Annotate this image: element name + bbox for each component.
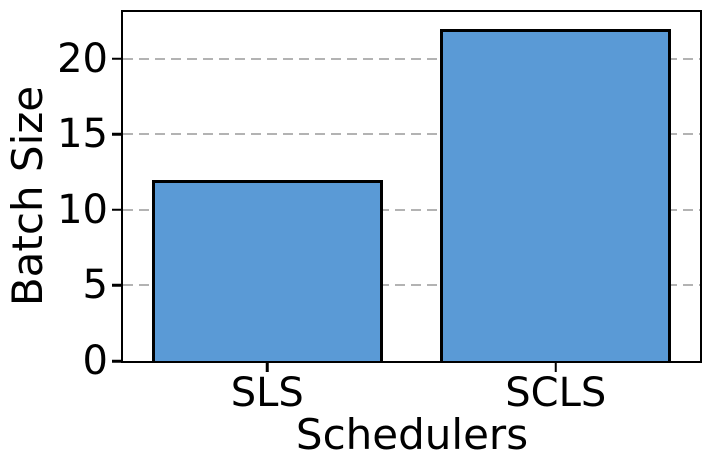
x-axis-label: Schedulers <box>295 410 529 459</box>
y-tick-label-10: 10 <box>57 186 108 233</box>
y-tick-label-0: 0 <box>82 338 108 384</box>
bar-sls <box>151 179 383 361</box>
x-tick-label-sls: SLS <box>230 370 304 416</box>
y-tick-mark-5 <box>112 284 121 287</box>
x-tick-label-scls: SCLS <box>505 370 607 416</box>
y-tick-mark-10 <box>112 208 121 212</box>
bar-scls <box>440 28 672 361</box>
y-tick-label-20: 20 <box>57 35 108 82</box>
y-tick-label-5: 5 <box>82 262 108 309</box>
x-tick-mark-scls <box>554 363 557 372</box>
gridline-y-5 <box>123 284 700 287</box>
y-axis-label: Batch Size <box>3 85 52 307</box>
plot-area: 0 5 10 15 20 SLS SCLS <box>57 10 702 413</box>
y-tick-mark-0 <box>112 359 121 363</box>
gridline-y-15 <box>123 133 700 136</box>
y-tick-label-15: 15 <box>57 111 108 158</box>
y-tick-mark-15 <box>112 133 121 136</box>
gridline-y-20 <box>123 57 700 60</box>
y-tick-mark-20 <box>112 57 121 61</box>
gridline-y-10 <box>123 208 700 211</box>
x-tick-mark-sls <box>266 363 269 372</box>
